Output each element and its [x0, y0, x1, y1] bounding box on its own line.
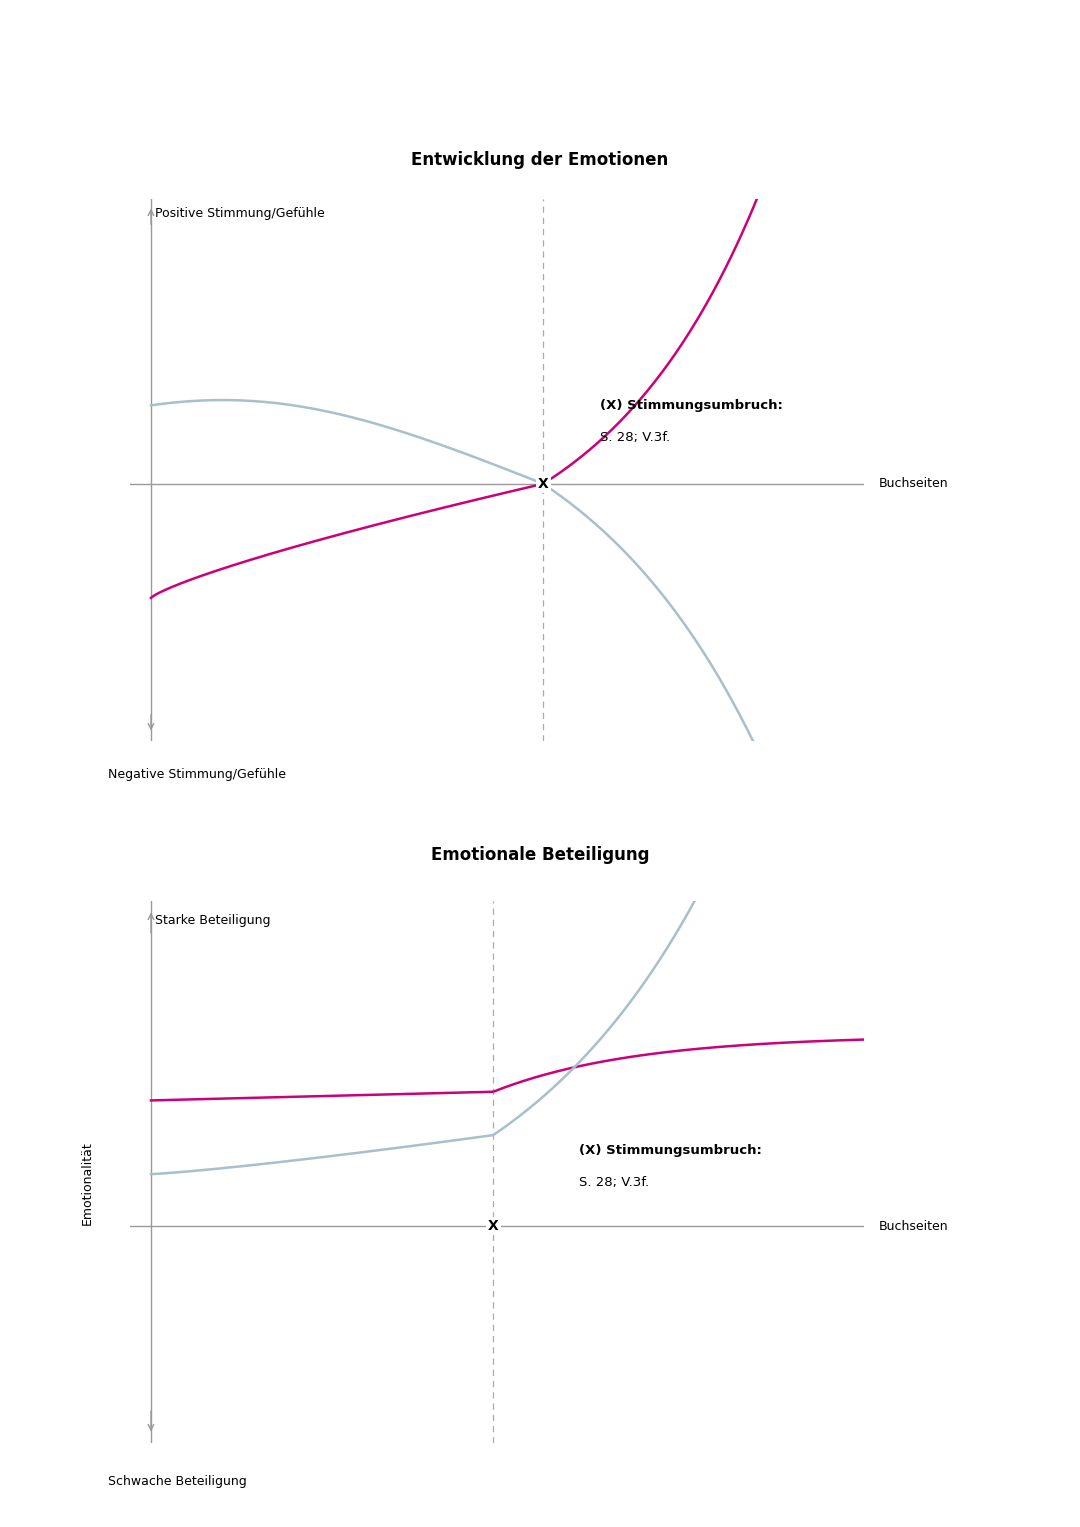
Text: Emotionalität: Emotionalität: [80, 1141, 93, 1225]
Text: Starke Beteiligung: Starke Beteiligung: [154, 915, 270, 927]
Text: X: X: [488, 1219, 499, 1234]
Text: X: X: [538, 476, 549, 490]
Text: S. 28; V.3f.: S. 28; V.3f.: [579, 1176, 649, 1190]
Text: Buchseiten: Buchseiten: [878, 1220, 948, 1232]
Text: S. 28; V.3f.: S. 28; V.3f.: [600, 431, 671, 444]
Text: (X) Stimmungsumbruch:: (X) Stimmungsumbruch:: [600, 399, 783, 412]
Text: Buchseiten: Buchseiten: [878, 478, 948, 490]
Text: (X) Stimmungsumbruch:: (X) Stimmungsumbruch:: [579, 1144, 761, 1157]
Text: Negative Stimmung/Gefühle: Negative Stimmung/Gefühle: [108, 768, 286, 780]
Text: Entwicklung der Emotionen: Entwicklung der Emotionen: [411, 151, 669, 169]
Text: Schwache Beteiligung: Schwache Beteiligung: [108, 1475, 246, 1487]
Text: Emotionale Beteiligung: Emotionale Beteiligung: [431, 846, 649, 864]
Text: Positive Stimmung/Gefühle: Positive Stimmung/Gefühle: [154, 206, 324, 220]
